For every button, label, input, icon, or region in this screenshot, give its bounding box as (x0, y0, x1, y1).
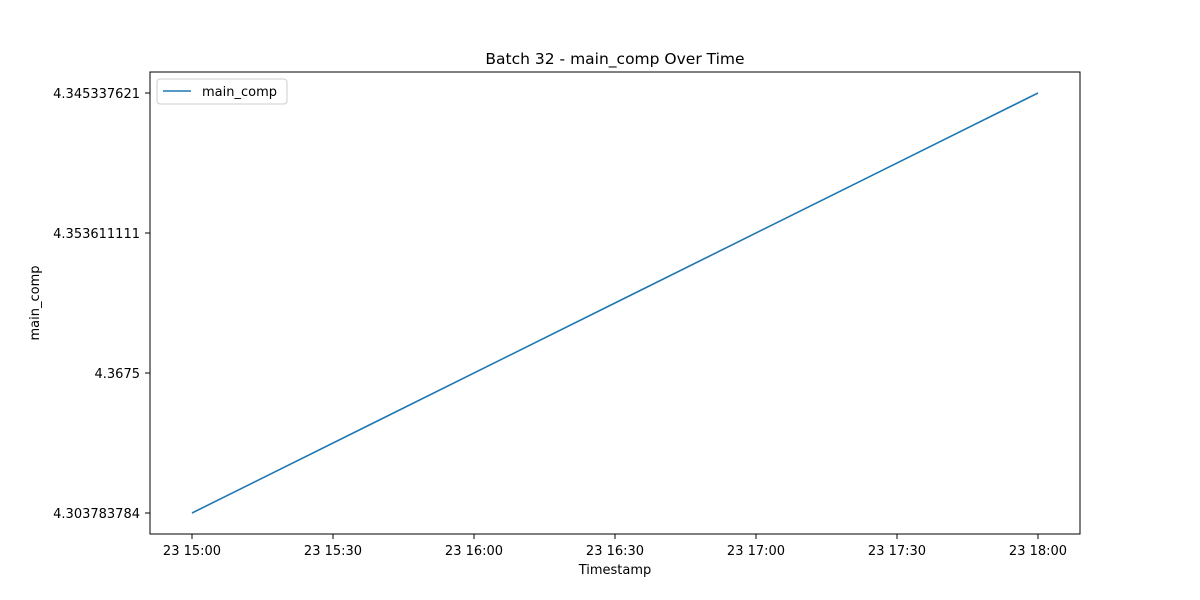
x-tick-label-2: 23 16:00 (445, 544, 503, 559)
x-tick-label-4: 23 17:00 (727, 544, 785, 559)
x-tick-label-0: 23 15:00 (163, 544, 221, 559)
legend-box (156, 78, 288, 105)
chart-title: Batch 32 - main_comp Over Time (485, 50, 744, 69)
x-tick-label-6: 23 18:00 (1009, 544, 1067, 559)
x-axis-ticks: 23 15:00 23 15:30 23 16:00 23 16:30 23 17:00… (163, 534, 1067, 559)
y-tick-label-0: 4.303783784 (53, 507, 140, 522)
y-axis-ticks: 4.303783784 4.3675 4.353611111 4.345337621 (53, 87, 150, 522)
series-line-main-comp (191, 92, 1039, 514)
x-tick-label-5: 23 17:30 (868, 544, 926, 559)
y-axis-label: main_comp (28, 266, 43, 341)
legend-label-main-comp: main_comp (202, 85, 277, 100)
y-tick-label-2: 4.353611111 (53, 227, 140, 242)
x-tick-label-1: 23 15:30 (304, 544, 362, 559)
x-axis-label: Timestamp (578, 563, 652, 578)
x-tick-label-3: 23 16:30 (586, 544, 644, 559)
y-tick-label-1: 4.3675 (95, 367, 141, 382)
series-lines (191, 92, 1039, 514)
legend: main_comp (156, 78, 288, 105)
y-tick-label-3: 4.345337621 (53, 87, 140, 102)
